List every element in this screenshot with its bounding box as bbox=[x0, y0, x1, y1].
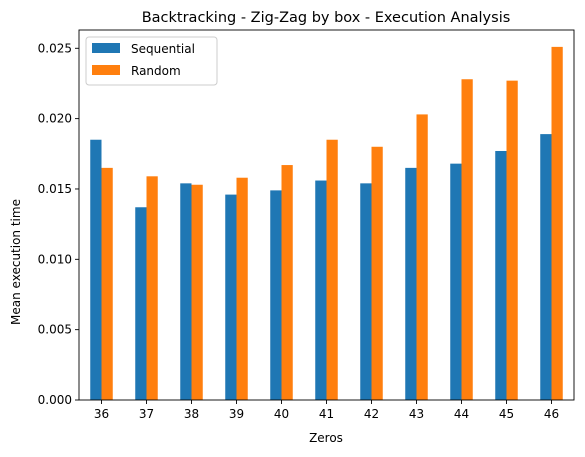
bar-sequential-36 bbox=[90, 139, 102, 401]
x-tick-label: 45 bbox=[499, 407, 514, 421]
bar-random-46 bbox=[551, 46, 563, 400]
y-tick-label: 0.015 bbox=[38, 182, 72, 196]
bar-sequential-41 bbox=[315, 180, 327, 400]
y-tick-label: 0.010 bbox=[38, 252, 72, 266]
x-tick-label: 42 bbox=[364, 407, 379, 421]
bar-random-45 bbox=[506, 80, 518, 401]
x-tick-label: 39 bbox=[229, 407, 244, 421]
y-tick-label: 0.005 bbox=[38, 323, 72, 337]
y-axis: 0.000 0.005 0.010 0.015 0.020 0.025 bbox=[38, 41, 79, 407]
x-axis: 36 37 38 39 40 41 42 43 44 45 46 bbox=[94, 400, 559, 421]
x-axis-label: Zeros bbox=[309, 431, 343, 445]
y-axis-label: Mean execution time bbox=[9, 199, 23, 325]
x-tick-label: 36 bbox=[94, 407, 109, 421]
bar-random-40 bbox=[281, 165, 293, 400]
bar-random-42 bbox=[371, 146, 383, 400]
bar-sequential-39 bbox=[225, 194, 237, 400]
x-tick-label: 41 bbox=[319, 407, 334, 421]
bar-sequential-45 bbox=[495, 150, 507, 400]
bar-sequential-43 bbox=[405, 167, 417, 400]
bar-sequential-40 bbox=[270, 190, 282, 400]
x-tick-label: 46 bbox=[544, 407, 559, 421]
bar-sequential-37 bbox=[135, 207, 147, 400]
x-tick-label: 44 bbox=[454, 407, 469, 421]
x-tick-label: 40 bbox=[274, 407, 289, 421]
y-tick-label: 0.000 bbox=[38, 393, 72, 407]
bar-random-41 bbox=[326, 139, 338, 401]
bar-random-36 bbox=[101, 167, 113, 400]
bar-random-39 bbox=[236, 177, 248, 400]
x-tick-label: 43 bbox=[409, 407, 424, 421]
x-tick-label: 38 bbox=[184, 407, 199, 421]
chart-title: Backtracking - Zig-Zag by box - Executio… bbox=[142, 10, 511, 26]
legend-label-random: Random bbox=[131, 64, 181, 78]
bar-random-43 bbox=[416, 114, 428, 400]
legend: Sequential Random bbox=[85, 36, 218, 86]
bars-layer bbox=[90, 46, 563, 401]
bar-sequential-38 bbox=[180, 183, 192, 400]
bar-sequential-46 bbox=[540, 134, 552, 401]
y-tick-label: 0.025 bbox=[38, 41, 72, 55]
bar-random-44 bbox=[461, 79, 473, 401]
bar-sequential-44 bbox=[450, 163, 462, 400]
bar-random-37 bbox=[146, 176, 158, 400]
x-tick-label: 37 bbox=[139, 407, 154, 421]
legend-label-sequential: Sequential bbox=[131, 42, 195, 56]
legend-swatch-sequential bbox=[92, 43, 120, 53]
bar-random-38 bbox=[191, 184, 203, 400]
bar-sequential-42 bbox=[360, 183, 372, 400]
y-tick-label: 0.020 bbox=[38, 112, 72, 126]
legend-swatch-random bbox=[92, 65, 120, 75]
